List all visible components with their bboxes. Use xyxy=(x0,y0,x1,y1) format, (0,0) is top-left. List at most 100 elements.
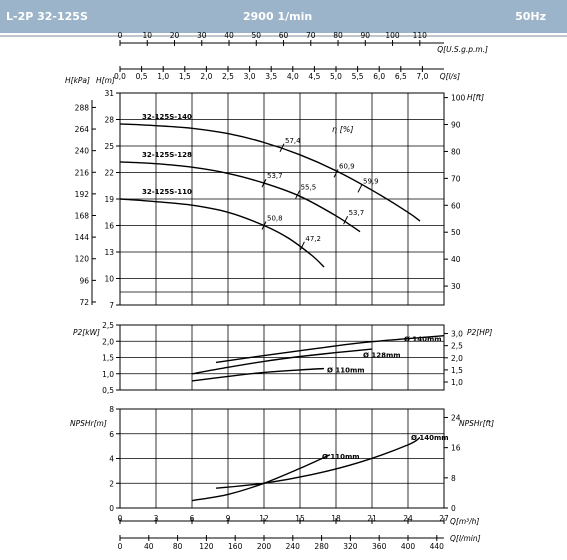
gpm-tick-label: 50 xyxy=(251,31,261,40)
lmin-tick-label: 440 xyxy=(430,542,445,551)
hp-tick-label: 1,5 xyxy=(451,366,463,375)
gpm-tick-label: 40 xyxy=(224,31,234,40)
ft-tick-label: 100 xyxy=(451,94,466,103)
ls-tick-label: 5,0 xyxy=(330,72,342,81)
power-label-140: Ø 140mm xyxy=(404,335,442,343)
head-curve-label: 32-125S-140 xyxy=(142,113,192,121)
gpm-tick-label: 110 xyxy=(413,31,428,40)
power-curve xyxy=(215,335,445,364)
kpa-tick-label: 288 xyxy=(75,103,90,112)
ls-tick-label: 6,0 xyxy=(373,72,385,81)
speed-title: 2900 1/min xyxy=(243,10,313,23)
npshft-tick-label: 0 xyxy=(451,504,456,513)
m3h-tick-label: 27 xyxy=(439,514,449,523)
hp-axis-title: P2[HP] xyxy=(467,328,492,337)
hp-tick-label: 2,5 xyxy=(451,342,463,351)
m-tick-label: 10 xyxy=(104,275,114,284)
lmin-tick-label: 0 xyxy=(118,542,123,551)
ls-tick-label: 7,0 xyxy=(416,72,428,81)
ft-tick-label: 40 xyxy=(451,255,461,264)
ls-tick-label: 3,5 xyxy=(265,72,277,81)
gpm-tick-label: 70 xyxy=(306,31,316,40)
efficiency-label: 57,4 xyxy=(285,137,301,145)
gpm-tick-label: 0 xyxy=(118,31,123,40)
npshft-tick-label: 16 xyxy=(451,444,461,453)
npshm-tick-label: 0 xyxy=(109,504,114,513)
efficiency-label: 53,7 xyxy=(267,172,283,180)
kpa-axis-title: H[kPa] xyxy=(65,76,90,85)
efficiency-title: η [%] xyxy=(332,125,353,134)
ls-tick-label: 4,0 xyxy=(287,72,299,81)
m3h-tick-label: 3 xyxy=(154,514,159,523)
efficiency-mark xyxy=(279,143,285,152)
npshft-axis-title: NPSHr[ft] xyxy=(459,419,494,428)
head-curve-label: 32-125S-110 xyxy=(142,188,192,196)
m3h-tick-label: 18 xyxy=(331,514,341,523)
npsh-curve xyxy=(215,436,421,489)
ls-axis-title: Q[l/s] xyxy=(440,72,460,81)
gpm-tick-label: 90 xyxy=(361,31,371,40)
hp-tick-label: 3,0 xyxy=(451,330,463,339)
efficiency-mark xyxy=(357,184,363,193)
ft-tick-label: 30 xyxy=(451,282,461,291)
ls-tick-label: 6,5 xyxy=(395,72,407,81)
ls-tick-label: 3,0 xyxy=(244,72,256,81)
frequency-title: 50Hz xyxy=(515,10,546,23)
header-bar: L-2P 32-125S 2900 1/min 50Hz xyxy=(0,0,567,33)
gpm-tick-label: 80 xyxy=(333,31,343,40)
m3h-axis-title: Q[m³/h] xyxy=(450,517,479,526)
power-label-128: Ø 128mm xyxy=(363,352,401,360)
m-tick-label: 19 xyxy=(104,195,114,204)
kw-tick-label: 2,0 xyxy=(102,337,114,346)
m3h-tick-label: 6 xyxy=(190,514,195,523)
lmin-tick-label: 280 xyxy=(314,542,329,551)
ft-tick-label: 90 xyxy=(451,121,461,130)
m3h-tick-label: 24 xyxy=(403,514,413,523)
efficiency-mark xyxy=(295,190,301,199)
efficiency-label: 59,9 xyxy=(363,177,379,185)
lmin-tick-label: 80 xyxy=(173,542,183,551)
ls-tick-label: 5,5 xyxy=(352,72,364,81)
m-axis-title: H[m] xyxy=(96,76,115,85)
kpa-tick-label: 192 xyxy=(75,190,90,199)
npsh-label-110: Ø 110mm xyxy=(322,453,360,461)
kpa-tick-label: 96 xyxy=(79,276,89,285)
kw-tick-label: 1,0 xyxy=(102,370,114,379)
npsh-label-140: Ø 140mm xyxy=(411,434,449,442)
kpa-tick-label: 120 xyxy=(75,255,90,264)
power-label-110: Ø 110mm xyxy=(327,367,365,375)
kpa-tick-label: 72 xyxy=(79,298,89,307)
ft-tick-label: 50 xyxy=(451,228,461,237)
lmin-tick-label: 240 xyxy=(286,542,301,551)
efficiency-label: 55,5 xyxy=(301,184,317,192)
m3h-tick-label: 0 xyxy=(118,514,123,523)
ft-tick-label: 80 xyxy=(451,147,461,156)
gpm-tick-label: 60 xyxy=(279,31,289,40)
gpm-tick-label: 30 xyxy=(197,31,207,40)
lmin-tick-label: 400 xyxy=(401,542,416,551)
ls-tick-label: 0,0 xyxy=(114,72,126,81)
power-curve xyxy=(191,348,373,375)
efficiency-mark xyxy=(261,221,267,230)
head-curve xyxy=(119,198,325,268)
npshm-tick-label: 8 xyxy=(109,405,114,414)
kw-tick-label: 0,5 xyxy=(102,386,114,395)
ls-tick-label: 0,5 xyxy=(136,72,148,81)
gpm-tick-label: 100 xyxy=(385,31,400,40)
efficiency-label: 60,9 xyxy=(339,162,355,170)
efficiency-mark xyxy=(299,241,305,251)
npshm-tick-label: 2 xyxy=(109,479,114,488)
hp-tick-label: 2,0 xyxy=(451,354,463,363)
npshm-tick-label: 4 xyxy=(109,455,114,464)
efficiency-mark xyxy=(343,215,349,225)
npshm-axis-title: NPSHr[m] xyxy=(70,419,107,428)
m-tick-label: 22 xyxy=(104,169,114,178)
kpa-tick-label: 168 xyxy=(75,212,90,221)
ft-axis-title: H[ft] xyxy=(467,93,484,102)
power-curve xyxy=(191,367,325,382)
efficiency-label: 53,7 xyxy=(349,209,365,217)
kpa-tick-label: 264 xyxy=(75,125,90,134)
m-tick-label: 7 xyxy=(109,301,114,310)
ls-tick-label: 1,0 xyxy=(157,72,169,81)
